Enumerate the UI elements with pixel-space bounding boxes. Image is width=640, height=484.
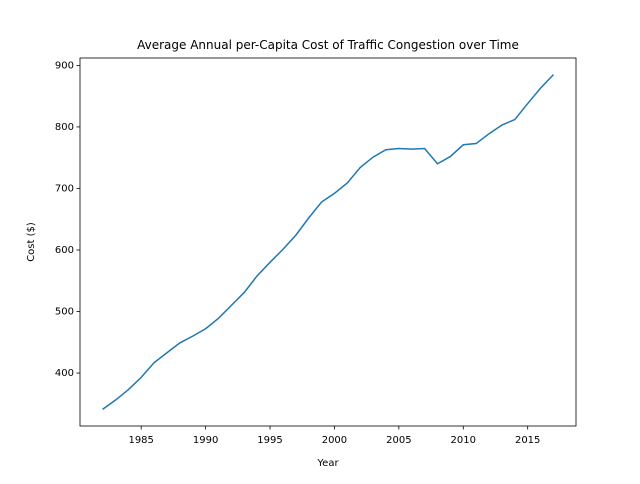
y-tick-label: 800 [55, 122, 74, 133]
x-tick-label: 1990 [193, 435, 218, 446]
x-tick-label: 2010 [451, 435, 476, 446]
y-tick-label: 700 [55, 183, 74, 194]
y-tick-label: 500 [55, 307, 74, 318]
x-tick-label: 1995 [257, 435, 282, 446]
y-tick-label: 400 [55, 368, 74, 379]
x-axis-label: Year [316, 458, 339, 469]
y-tick-label: 900 [55, 60, 74, 71]
y-tick-label: 600 [55, 245, 74, 256]
axes-frame [79, 57, 577, 427]
y-axis-label: Cost ($) [26, 222, 37, 262]
chart-title: Average Annual per-Capita Cost of Traffi… [137, 38, 519, 52]
x-tick-label: 2015 [515, 435, 540, 446]
x-tick-label: 2005 [386, 435, 411, 446]
x-tick-label: 1985 [128, 435, 153, 446]
x-tick-label: 2000 [322, 435, 347, 446]
data-line [102, 74, 554, 410]
